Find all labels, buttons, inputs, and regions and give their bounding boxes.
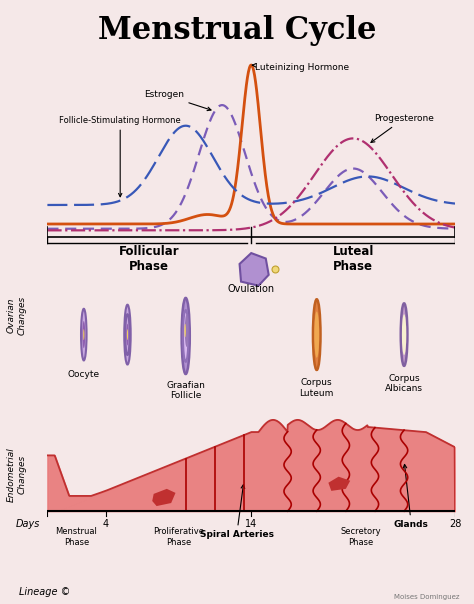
Circle shape [401,303,408,366]
Circle shape [183,310,189,362]
Text: Moises Dominguez: Moises Dominguez [394,594,460,600]
Circle shape [124,304,131,365]
Circle shape [313,299,320,370]
Polygon shape [328,477,350,491]
Text: Menstrual
Phase: Menstrual Phase [55,527,98,547]
Text: Corpus
Luteum: Corpus Luteum [300,378,334,397]
Text: Ovulation: Ovulation [228,284,275,295]
Text: Luteal
Phase: Luteal Phase [332,245,374,274]
Text: Days: Days [16,519,40,529]
Circle shape [127,329,128,340]
Text: Glands: Glands [394,464,429,529]
Circle shape [402,314,406,355]
Text: Follicle-Stimulating Hormone: Follicle-Stimulating Hormone [59,115,181,197]
Text: 14: 14 [245,519,257,529]
Text: Secretory
Phase: Secretory Phase [340,527,381,547]
Circle shape [182,298,190,374]
Text: Menstrual Cycle: Menstrual Cycle [98,15,376,46]
Circle shape [314,312,319,358]
Circle shape [83,329,84,340]
Text: 4: 4 [102,519,109,529]
Text: Corpus
Albicans: Corpus Albicans [385,374,423,393]
Circle shape [82,321,85,348]
Text: Endometrial
Changes: Endometrial Changes [7,447,26,501]
Text: Progesterone: Progesterone [371,114,434,143]
Circle shape [81,309,87,361]
Circle shape [126,324,128,345]
Text: Spiral Arteries: Spiral Arteries [200,484,273,539]
Text: Ovarian
Changes: Ovarian Changes [7,296,26,335]
Text: Estrogen: Estrogen [144,90,211,111]
Text: Follicular
Phase: Follicular Phase [119,245,180,274]
Circle shape [125,314,130,355]
Text: Graafian
Follicle: Graafian Follicle [166,381,205,400]
Text: Oocyte: Oocyte [68,370,100,379]
Circle shape [185,314,188,347]
Circle shape [184,324,186,337]
Polygon shape [239,253,269,286]
Text: Proliferative
Phase: Proliferative Phase [153,527,204,547]
Text: 28: 28 [449,519,461,529]
Text: Luteinizing Hormone: Luteinizing Hormone [252,63,349,72]
Text: Lineage ©: Lineage © [19,587,70,597]
Polygon shape [152,489,175,506]
